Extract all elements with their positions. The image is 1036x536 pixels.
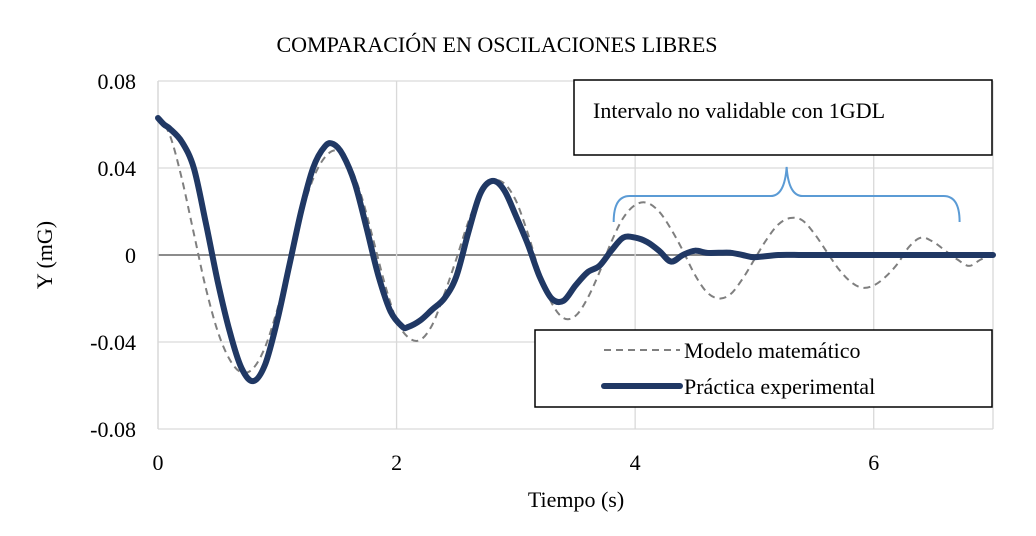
- x-tick-label: 0: [153, 450, 164, 475]
- legend-label-modelo: Modelo matemático: [684, 338, 861, 363]
- chart-title: COMPARACIÓN EN OSCILACIONES LIBRES: [276, 32, 717, 57]
- x-tick-label: 6: [868, 450, 879, 475]
- y-tick-label: 0.04: [98, 156, 137, 181]
- series-line-practica: [155, 115, 996, 385]
- annotation-text: Intervalo no validable con 1GDL: [593, 98, 885, 123]
- y-axis-title: Y (mG): [32, 221, 57, 289]
- series-lines: [155, 115, 996, 385]
- legend-label-practica: Práctica experimental: [684, 374, 875, 399]
- legend-box: [534, 329, 993, 408]
- y-tick-label: 0: [125, 243, 136, 268]
- y-tick-label: -0.08: [90, 417, 136, 442]
- x-axis-title: Tiempo (s): [528, 487, 624, 512]
- y-tick-label: -0.04: [90, 330, 136, 355]
- legend: Modelo matemático Práctica experimental: [534, 329, 993, 408]
- annotation: Intervalo no validable con 1GDL: [573, 79, 993, 223]
- x-tick-label: 2: [391, 450, 402, 475]
- annotation-brace: [612, 166, 961, 223]
- y-tick-label: 0.08: [98, 69, 137, 94]
- tick-labels: 0.08 0.04 0 -0.04 -0.08 0 2 4 6: [90, 69, 879, 475]
- annotation-box: [573, 79, 993, 156]
- grid: [157, 80, 994, 430]
- x-tick-label: 4: [630, 450, 641, 475]
